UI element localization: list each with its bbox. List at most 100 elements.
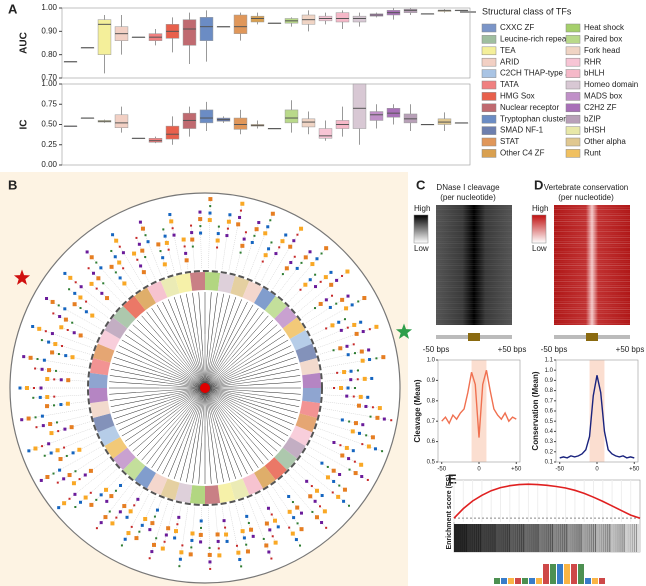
motif-glyph <box>305 479 309 483</box>
motif-spoke <box>21 408 87 420</box>
motif-glyph <box>362 296 367 301</box>
motif-glyph <box>85 300 88 303</box>
tree-branch <box>160 387 206 418</box>
motif-glyph <box>173 536 177 540</box>
motif-glyph <box>71 481 76 486</box>
motif-glyph <box>314 307 317 310</box>
heatmap-noise <box>554 217 630 218</box>
motif-glyph <box>188 552 193 557</box>
tree-branch <box>204 337 245 389</box>
motif-glyph <box>55 448 60 453</box>
motif-glyph <box>79 285 83 289</box>
colorbar <box>531 214 547 244</box>
motif-glyph <box>319 280 322 283</box>
legend-label: RHR <box>584 57 602 66</box>
motif-glyph <box>49 431 54 436</box>
tree-branch <box>215 295 231 348</box>
tree-branch <box>228 411 274 457</box>
tree-branch <box>204 387 246 397</box>
motif-glyph <box>27 449 31 453</box>
tree-branch <box>151 413 188 468</box>
motif-glyph <box>341 274 344 277</box>
motif-glyph <box>318 505 321 508</box>
tree-branch <box>200 387 206 420</box>
heatmap-noise <box>436 217 512 218</box>
motif-glyph <box>148 557 151 560</box>
heatmap-noise <box>554 219 630 220</box>
y-tick-label: 0.80 <box>41 50 57 59</box>
tree-branch <box>145 387 206 413</box>
heatmap-noise <box>436 263 512 264</box>
data-line <box>441 370 517 438</box>
motif-glyph <box>273 518 278 523</box>
motif-tree <box>9 192 413 584</box>
motif-glyph <box>226 219 231 224</box>
motif-glyph <box>222 519 226 523</box>
motif-glyph <box>348 468 351 471</box>
motif-glyph <box>148 528 152 532</box>
heatmap-noise <box>554 257 630 258</box>
motif-glyph <box>58 315 62 319</box>
motif-spoke <box>283 248 327 298</box>
tree-branch <box>201 387 206 443</box>
motif-glyph <box>38 395 42 399</box>
motif-glyph <box>39 386 43 390</box>
heatmap-noise <box>436 257 512 258</box>
heatmap-noise <box>554 283 630 284</box>
motif-glyph <box>53 395 56 398</box>
motif-glyph <box>331 491 334 494</box>
heatmap-noise <box>436 301 512 302</box>
y-tick-label: 0.7 <box>427 419 436 425</box>
tree-branch <box>258 356 296 370</box>
motif-glyph <box>178 565 181 568</box>
motif-glyph <box>390 419 393 422</box>
class-ring-segment <box>274 447 298 471</box>
motif-glyph <box>199 540 203 544</box>
legend-swatch <box>481 137 497 147</box>
heatmap-noise <box>554 281 630 282</box>
tree-branch <box>146 311 179 354</box>
motif-glyph <box>136 497 140 501</box>
class-ring-segment <box>92 413 115 433</box>
tree-branch <box>204 332 225 389</box>
motif-glyph <box>71 321 74 324</box>
tree-branch <box>204 387 262 404</box>
motif-glyph <box>359 320 363 324</box>
motif-glyph <box>121 251 125 255</box>
logo-glyph <box>543 564 549 584</box>
tree-branch <box>196 345 206 389</box>
motif-glyph <box>199 519 203 523</box>
motif-glyph <box>79 306 82 309</box>
motif-spoke <box>305 295 349 324</box>
legend-label: Leucine-rich repeat <box>500 35 569 44</box>
motif-glyph <box>77 447 82 452</box>
motif-glyph <box>308 250 312 254</box>
legend-swatch <box>565 46 581 56</box>
tree-branch <box>243 311 264 338</box>
motif-glyph <box>361 423 365 427</box>
motif-glyph <box>54 369 57 372</box>
y-tick-label: 1.0 <box>545 368 554 374</box>
motif-glyph <box>357 300 360 303</box>
tree-branch <box>112 362 173 380</box>
tree-branch <box>204 387 239 427</box>
x-tick-label: +50 <box>629 467 640 473</box>
y-tick-label: 0.8 <box>427 398 436 404</box>
tree-branch <box>187 324 206 389</box>
motif-glyph <box>360 475 364 479</box>
legend-label: bHSH <box>584 126 606 135</box>
motif-glyph <box>50 350 55 355</box>
heatmap-noise <box>436 265 512 266</box>
motif-glyph <box>215 532 220 537</box>
motif-glyph <box>74 470 77 473</box>
y-tick-label: 0.6 <box>545 409 554 415</box>
motif-glyph <box>338 473 342 477</box>
tree-branch <box>217 436 231 481</box>
heatmap-noise <box>436 251 512 252</box>
tree-branch <box>204 387 216 420</box>
class-ring-segment <box>174 482 193 504</box>
y-axis-label: Cleavage (Mean) <box>413 379 422 442</box>
motif-glyph <box>167 248 170 251</box>
heatmap-noise <box>436 209 512 210</box>
motif-spoke <box>41 446 101 481</box>
